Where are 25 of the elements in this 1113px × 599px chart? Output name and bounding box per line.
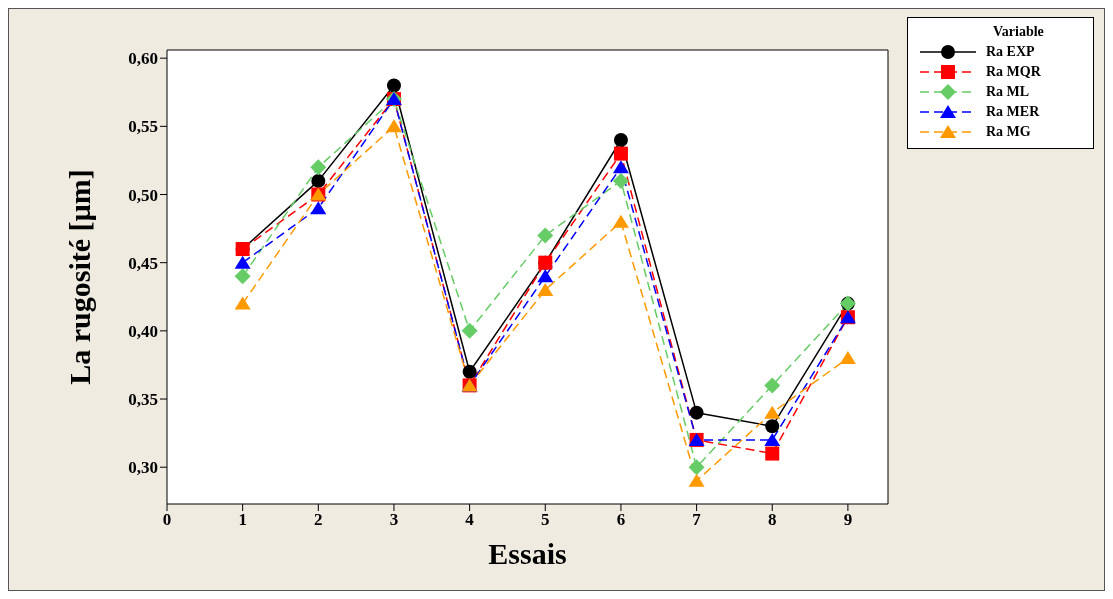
- y-tick-label: 0,35: [128, 390, 158, 410]
- x-axis-title: Essais: [488, 537, 567, 570]
- legend-label: Ra MQR: [986, 64, 1041, 80]
- legend-label: Ra MER: [986, 104, 1040, 120]
- legend-label: Ra ML: [986, 84, 1030, 100]
- y-tick-label: 0,50: [128, 185, 158, 205]
- x-tick-label: 6: [616, 510, 626, 530]
- y-axis-title: La rugosité [µm]: [62, 169, 96, 385]
- x-tick-label: 1: [238, 510, 247, 530]
- legend-label: Ra EXP: [986, 44, 1035, 60]
- y-tick-label: 0,55: [128, 117, 158, 137]
- x-tick-label: 7: [692, 510, 702, 530]
- y-tick-label: 0,60: [128, 49, 158, 69]
- legend-label: Ra MG: [986, 124, 1031, 140]
- y-tick-label: 0,30: [128, 458, 158, 478]
- y-tick-label: 0,40: [128, 321, 158, 341]
- y-tick-label: 0,45: [128, 253, 158, 273]
- x-tick-label: 8: [768, 510, 777, 530]
- x-tick-label: 4: [465, 510, 475, 530]
- x-tick-label: 5: [541, 510, 550, 530]
- legend-title: Variable: [992, 24, 1045, 40]
- x-tick-label: 0: [162, 510, 172, 530]
- x-tick-label: 2: [314, 510, 323, 530]
- x-tick-label: 9: [843, 510, 853, 530]
- x-tick-label: 3: [389, 510, 399, 530]
